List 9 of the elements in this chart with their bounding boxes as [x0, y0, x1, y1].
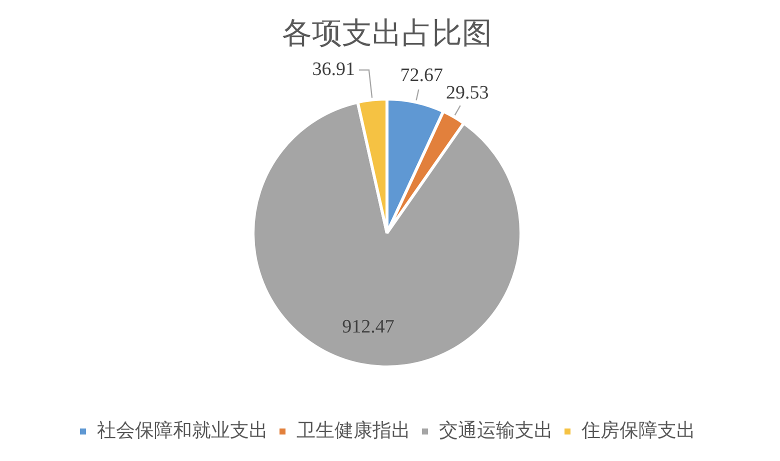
data-label: 912.47	[342, 316, 394, 338]
legend-label: 交通运输支出	[439, 419, 553, 442]
legend-label: 住房保障支出	[580, 419, 696, 442]
data-label: 36.91	[312, 58, 355, 80]
data-label: 72.67	[400, 64, 444, 86]
legend-label: 卫生健康指出	[296, 419, 410, 442]
chart-title: 各项支出占比图	[282, 16, 492, 51]
legend-label: 社会保障和就业支出	[97, 419, 268, 442]
data-label: 29.53	[446, 82, 489, 104]
